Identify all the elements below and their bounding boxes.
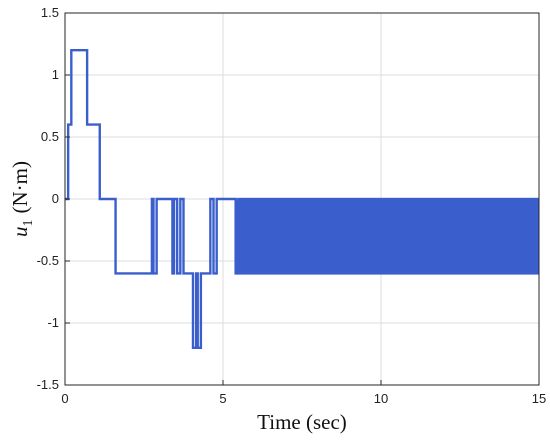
y-axis-symbol: u bbox=[8, 226, 32, 237]
y-axis-subscript: 1 bbox=[21, 219, 36, 226]
x-tick-label: 5 bbox=[219, 391, 226, 406]
y-tick-label: 0.5 bbox=[41, 129, 59, 144]
x-tick-label: 0 bbox=[61, 391, 68, 406]
y-axis-label: u1 (N·m) bbox=[8, 161, 36, 237]
y-tick-label: 0 bbox=[52, 191, 59, 206]
x-axis-label: Time (sec) bbox=[257, 410, 347, 434]
y-tick-label: 1 bbox=[52, 67, 59, 82]
y-tick-label: -1 bbox=[47, 315, 59, 330]
chattering-band bbox=[237, 197, 539, 275]
x-tick-label: 10 bbox=[374, 391, 388, 406]
y-tick-label: -0.5 bbox=[37, 253, 59, 268]
y-tick-label: -1.5 bbox=[37, 377, 59, 392]
x-tick-label: 15 bbox=[532, 391, 546, 406]
y-tick-label: 1.5 bbox=[41, 5, 59, 20]
ticks: 0 5 10 15 1.5 1 0.5 0 -0.5 -1 -1.5 bbox=[37, 5, 547, 406]
data-series bbox=[65, 49, 539, 349]
y-axis-unit: (N·m) bbox=[8, 161, 32, 213]
series-line bbox=[65, 49, 239, 349]
